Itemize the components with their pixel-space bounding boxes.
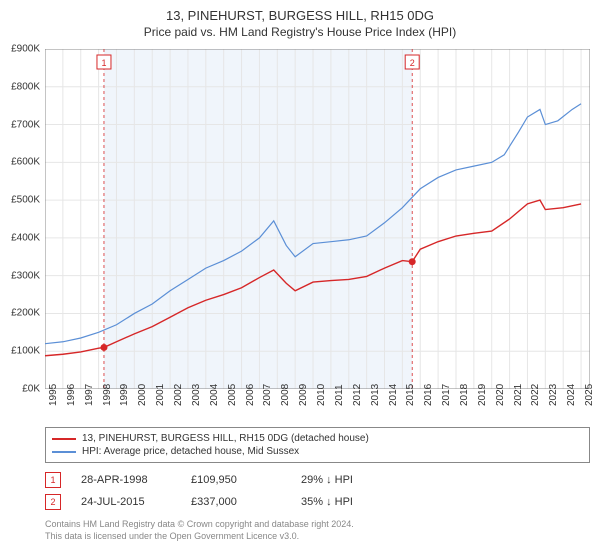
credits: Contains HM Land Registry data © Crown c… bbox=[45, 519, 590, 542]
sale-delta: 35% ↓ HPI bbox=[301, 496, 391, 508]
y-tick-label: £900K bbox=[0, 44, 40, 55]
x-tick-label: 2024 bbox=[566, 384, 577, 406]
legend-swatch bbox=[52, 438, 76, 440]
sale-price: £337,000 bbox=[191, 496, 281, 508]
y-tick-label: £400K bbox=[0, 232, 40, 243]
x-tick-label: 1999 bbox=[119, 384, 130, 406]
y-tick-label: £500K bbox=[0, 195, 40, 206]
x-tick-label: 2017 bbox=[441, 384, 452, 406]
legend-label: 13, PINEHURST, BURGESS HILL, RH15 0DG (d… bbox=[82, 433, 369, 444]
x-tick-label: 2012 bbox=[352, 384, 363, 406]
x-tick-label: 2007 bbox=[262, 384, 273, 406]
x-tick-label: 2022 bbox=[530, 384, 541, 406]
chart-svg: 12 bbox=[45, 49, 590, 389]
sales-table: 1 28-APR-1998 £109,950 29% ↓ HPI 2 24-JUL-201… bbox=[45, 469, 590, 513]
sale-date: 24-JUL-2015 bbox=[81, 496, 171, 508]
legend-label: HPI: Average price, detached house, Mid … bbox=[82, 446, 299, 457]
x-tick-label: 2025 bbox=[584, 384, 595, 406]
y-tick-label: £0K bbox=[0, 384, 40, 395]
x-tick-label: 2015 bbox=[405, 384, 416, 406]
sales-row: 2 24-JUL-2015 £337,000 35% ↓ HPI bbox=[45, 491, 590, 513]
x-tick-label: 2002 bbox=[173, 384, 184, 406]
x-tick-label: 2020 bbox=[495, 384, 506, 406]
y-tick-label: £100K bbox=[0, 346, 40, 357]
x-tick-label: 2009 bbox=[298, 384, 309, 406]
x-tick-label: 2011 bbox=[334, 384, 345, 406]
legend-swatch bbox=[52, 451, 76, 453]
svg-text:1: 1 bbox=[101, 58, 106, 68]
x-tick-label: 2014 bbox=[388, 384, 399, 406]
x-tick-label: 2019 bbox=[477, 384, 488, 406]
sale-marker-badge: 2 bbox=[45, 494, 61, 510]
x-tick-label: 2008 bbox=[280, 384, 291, 406]
x-tick-label: 2005 bbox=[227, 384, 238, 406]
sale-delta: 29% ↓ HPI bbox=[301, 474, 391, 486]
credits-line-1: Contains HM Land Registry data © Crown c… bbox=[45, 519, 590, 531]
y-tick-label: £300K bbox=[0, 270, 40, 281]
x-tick-label: 1998 bbox=[102, 384, 113, 406]
x-tick-label: 2006 bbox=[245, 384, 256, 406]
sales-row: 1 28-APR-1998 £109,950 29% ↓ HPI bbox=[45, 469, 590, 491]
legend: 13, PINEHURST, BURGESS HILL, RH15 0DG (d… bbox=[45, 427, 590, 463]
price-chart: 12 £0K£100K£200K£300K£400K£500K£600K£700… bbox=[45, 49, 590, 389]
x-tick-label: 2021 bbox=[513, 384, 524, 406]
x-tick-label: 2003 bbox=[191, 384, 202, 406]
x-tick-label: 2000 bbox=[137, 384, 148, 406]
x-tick-label: 2013 bbox=[370, 384, 381, 406]
y-tick-label: £700K bbox=[0, 119, 40, 130]
x-tick-label: 2001 bbox=[155, 384, 166, 406]
sale-date: 28-APR-1998 bbox=[81, 474, 171, 486]
x-tick-label: 1995 bbox=[48, 384, 59, 406]
x-tick-label: 2018 bbox=[459, 384, 470, 406]
page-subtitle: Price paid vs. HM Land Registry's House … bbox=[0, 25, 600, 39]
x-tick-label: 1996 bbox=[66, 384, 77, 406]
page-title: 13, PINEHURST, BURGESS HILL, RH15 0DG bbox=[0, 8, 600, 23]
legend-item: HPI: Average price, detached house, Mid … bbox=[52, 445, 583, 458]
x-tick-label: 1997 bbox=[84, 384, 95, 406]
legend-item: 13, PINEHURST, BURGESS HILL, RH15 0DG (d… bbox=[52, 432, 583, 445]
x-tick-label: 2004 bbox=[209, 384, 220, 406]
x-tick-label: 2016 bbox=[423, 384, 434, 406]
y-tick-label: £600K bbox=[0, 157, 40, 168]
x-tick-label: 2023 bbox=[548, 384, 559, 406]
y-tick-label: £800K bbox=[0, 81, 40, 92]
y-tick-label: £200K bbox=[0, 308, 40, 319]
sale-price: £109,950 bbox=[191, 474, 281, 486]
x-tick-label: 2010 bbox=[316, 384, 327, 406]
credits-line-2: This data is licensed under the Open Gov… bbox=[45, 531, 590, 543]
sale-marker-badge: 1 bbox=[45, 472, 61, 488]
svg-text:2: 2 bbox=[410, 58, 415, 68]
